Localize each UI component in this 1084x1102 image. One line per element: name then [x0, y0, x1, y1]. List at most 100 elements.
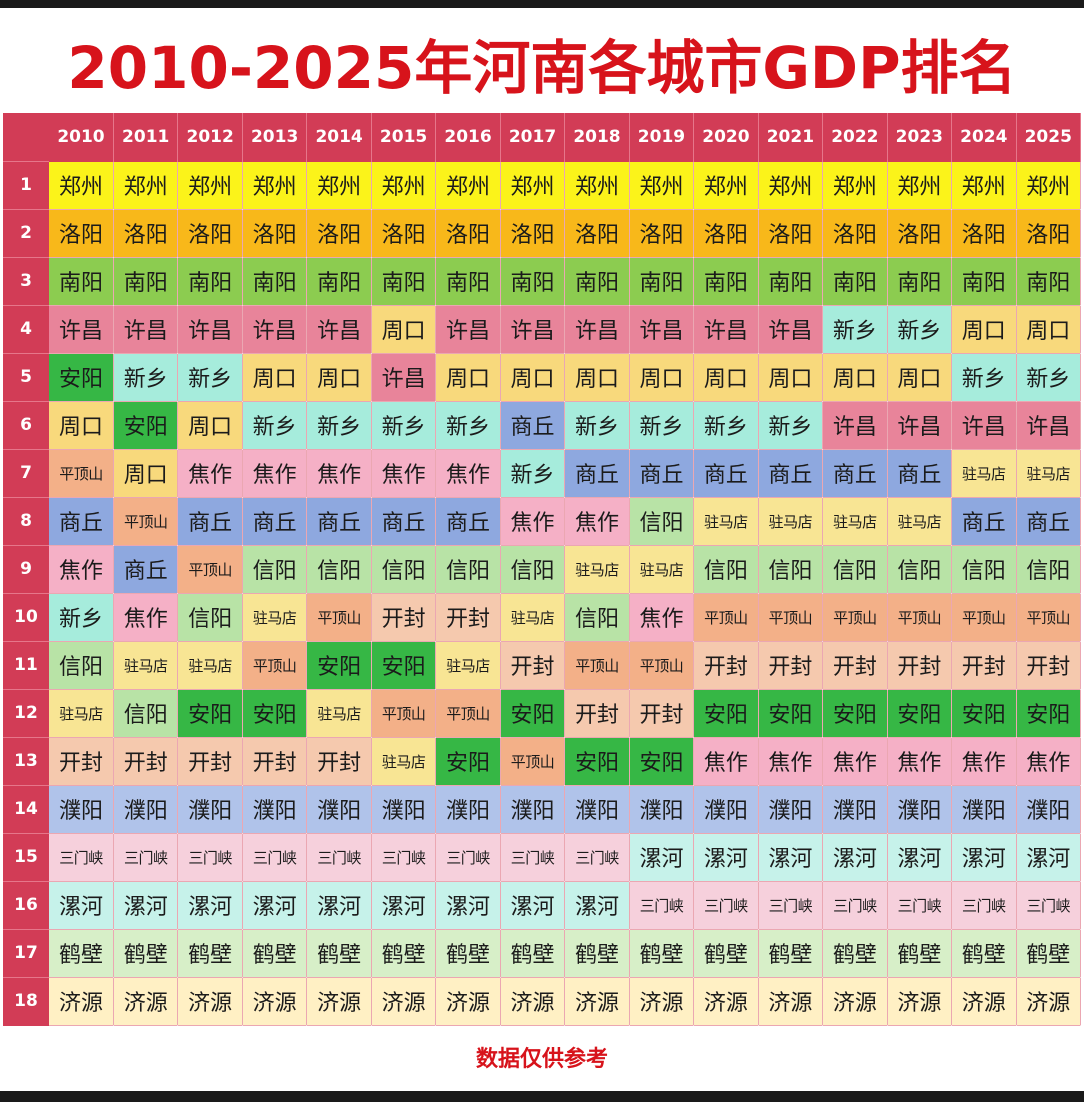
city-cell: 郑州 [435, 161, 501, 210]
city-cell: 焦作 [564, 497, 630, 546]
city-cell: 驻马店 [371, 737, 437, 786]
year-header-2012: 2012 [177, 113, 243, 162]
city-cell: 信阳 [371, 545, 437, 594]
city-cell: 郑州 [306, 161, 372, 210]
city-cell: 安阳 [951, 689, 1017, 738]
city-cell: 焦作 [113, 593, 179, 642]
year-header-2023: 2023 [887, 113, 953, 162]
rank-label: 2 [3, 208, 49, 257]
city-cell: 焦作 [758, 737, 824, 786]
city-cell: 许昌 [242, 305, 308, 354]
city-cell: 新乡 [306, 401, 372, 450]
top-black-bar [0, 0, 1084, 8]
city-cell: 平顶山 [306, 593, 372, 642]
city-cell: 漯河 [177, 881, 243, 930]
city-cell: 平顶山 [629, 641, 695, 690]
city-cell: 开封 [629, 689, 695, 738]
year-header-2020: 2020 [693, 113, 759, 162]
table-row: 9 焦作 商丘 平顶山 信阳 信阳 信阳 信阳 信阳 驻马店 驻马店 信阳 信阳 信阳 信阳 信阳 信阳 [3, 544, 1082, 594]
rank-label: 11 [3, 640, 49, 689]
city-cell: 开封 [951, 641, 1017, 690]
city-cell: 安阳 [242, 689, 308, 738]
city-cell: 洛阳 [49, 209, 114, 258]
city-cell: 漯河 [629, 833, 695, 882]
city-cell: 济源 [306, 977, 372, 1026]
city-cell: 漯河 [564, 881, 630, 930]
city-cell: 濮阳 [887, 785, 953, 834]
footer-note: 数据仅供参考 [475, 1047, 608, 1072]
city-cell: 郑州 [629, 161, 695, 210]
city-cell: 南阳 [435, 257, 501, 306]
bottom-black-bar [0, 1091, 1084, 1102]
city-cell: 信阳 [500, 545, 566, 594]
table-row: 4 许昌 许昌 许昌 许昌 许昌 周口 许昌 许昌 许昌 许昌 许昌 许昌 新乡 新乡 周口 周口 [3, 304, 1082, 354]
city-cell: 洛阳 [1016, 209, 1082, 258]
city-cell: 南阳 [371, 257, 437, 306]
city-cell: 洛阳 [306, 209, 372, 258]
city-cell: 安阳 [822, 689, 888, 738]
gdp-rank-table: 2010 2011 2012 2013 2014 2015 2016 2017 2018 2019… [3, 113, 1082, 1026]
city-cell: 周口 [822, 353, 888, 402]
city-cell: 济源 [49, 977, 114, 1026]
table-row: 2 洛阳 洛阳 洛阳 洛阳 洛阳 洛阳 洛阳 洛阳 洛阳 洛阳 洛阳 洛阳 洛阳 洛阳 洛阳 洛阳 [3, 208, 1082, 258]
city-cell: 济源 [242, 977, 308, 1026]
city-cell: 鹤壁 [177, 929, 243, 978]
city-cell: 周口 [49, 401, 114, 450]
city-cell: 鹤壁 [564, 929, 630, 978]
city-cell: 漯河 [242, 881, 308, 930]
city-cell: 新乡 [693, 401, 759, 450]
city-cell: 三门峡 [822, 881, 888, 930]
city-cell: 周口 [242, 353, 308, 402]
city-cell: 许昌 [500, 305, 566, 354]
city-cell: 漯河 [435, 881, 501, 930]
table-row: 16 漯河 漯河 漯河 漯河 漯河 漯河 漯河 漯河 漯河 三门峡 三门峡 三门峡 三门峡 三门峡 三门峡 三门… [3, 880, 1082, 930]
city-cell: 济源 [177, 977, 243, 1026]
city-cell: 鹤壁 [242, 929, 308, 978]
city-cell: 开封 [113, 737, 179, 786]
table-row: 6 周口 安阳 周口 新乡 新乡 新乡 新乡 商丘 新乡 新乡 新乡 新乡 许昌 许昌 许昌 许昌 [3, 400, 1082, 450]
city-cell: 鹤壁 [887, 929, 953, 978]
city-cell: 洛阳 [822, 209, 888, 258]
city-cell: 安阳 [758, 689, 824, 738]
city-cell: 商丘 [371, 497, 437, 546]
city-cell: 焦作 [951, 737, 1017, 786]
city-cell: 三门峡 [629, 881, 695, 930]
table-row: 5 安阳 新乡 新乡 周口 周口 许昌 周口 周口 周口 周口 周口 周口 周口 周口 新乡 新乡 [3, 352, 1082, 402]
city-cell: 安阳 [1016, 689, 1082, 738]
city-cell: 濮阳 [822, 785, 888, 834]
city-cell: 周口 [758, 353, 824, 402]
city-cell: 平顶山 [1016, 593, 1082, 642]
rank-label: 10 [3, 592, 49, 641]
city-cell: 安阳 [306, 641, 372, 690]
city-cell: 南阳 [242, 257, 308, 306]
city-cell: 焦作 [177, 449, 243, 498]
city-cell: 商丘 [177, 497, 243, 546]
city-cell: 鹤壁 [435, 929, 501, 978]
rank-label: 13 [3, 736, 49, 785]
city-cell: 郑州 [177, 161, 243, 210]
city-cell: 洛阳 [758, 209, 824, 258]
rank-label: 14 [3, 784, 49, 833]
city-cell: 漯河 [1016, 833, 1082, 882]
chart-title: 2010-2025年河南各城市GDP排名 [67, 34, 1017, 102]
city-cell: 许昌 [371, 353, 437, 402]
city-cell: 平顶山 [951, 593, 1017, 642]
city-cell: 郑州 [242, 161, 308, 210]
city-cell: 濮阳 [758, 785, 824, 834]
city-cell: 南阳 [758, 257, 824, 306]
city-cell: 漯河 [49, 881, 114, 930]
city-cell: 周口 [564, 353, 630, 402]
city-cell: 南阳 [49, 257, 114, 306]
city-cell: 濮阳 [113, 785, 179, 834]
table-row: 11 信阳 驻马店 驻马店 平顶山 安阳 安阳 驻马店 开封 平顶山 平顶山 开封 开封 开封 开封 开封 开封 [3, 640, 1082, 690]
city-cell: 郑州 [822, 161, 888, 210]
city-cell: 濮阳 [1016, 785, 1082, 834]
city-cell: 新乡 [435, 401, 501, 450]
city-cell: 信阳 [887, 545, 953, 594]
city-cell: 洛阳 [887, 209, 953, 258]
city-cell: 平顶山 [500, 737, 566, 786]
city-cell: 濮阳 [500, 785, 566, 834]
city-cell: 平顶山 [758, 593, 824, 642]
city-cell: 南阳 [629, 257, 695, 306]
city-cell: 漯河 [951, 833, 1017, 882]
